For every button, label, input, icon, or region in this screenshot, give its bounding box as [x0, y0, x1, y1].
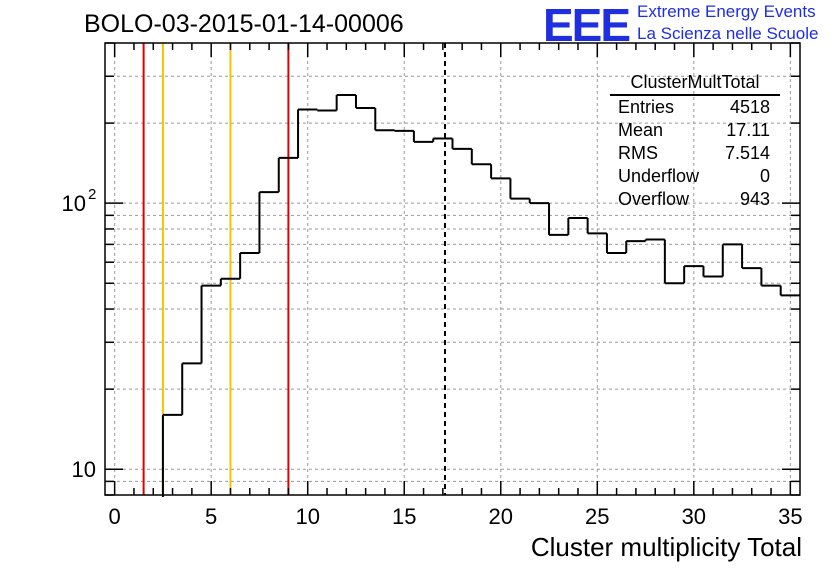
- plot-border: [104, 42, 801, 496]
- chart-title: BOLO-03-2015-01-14-00006: [84, 10, 404, 38]
- stats-row: Underflow 0: [610, 165, 780, 188]
- stats-row: Mean 17.11: [610, 119, 780, 142]
- logo-subtitle-line2: La Scienza nelle Scuole: [637, 24, 819, 43]
- x-tick-label: 35: [778, 504, 802, 529]
- stats-row: Entries 4518: [610, 96, 780, 119]
- stats-label: Entries: [618, 97, 675, 117]
- x-tick-label: 0: [109, 504, 121, 529]
- y-tick-label: 10: [72, 457, 96, 482]
- stats-value: 0: [759, 166, 770, 186]
- x-tick-label: 25: [585, 504, 609, 529]
- x-tick-label: 20: [489, 504, 513, 529]
- stats-value: 4518: [729, 97, 770, 117]
- stats-title: ClusterMultTotal: [610, 70, 780, 96]
- axis-ticks: [105, 42, 800, 496]
- histogram-bars: [161, 94, 800, 497]
- marker-lines: [142, 43, 446, 495]
- plot-frame: [104, 42, 801, 496]
- stats-row: Overflow 943: [610, 188, 780, 211]
- stats-label: RMS: [618, 143, 658, 163]
- stats-value: 943: [739, 189, 770, 209]
- logo-subtitle-line1: Extreme Energy Events: [637, 2, 816, 21]
- stats-label: Mean: [618, 120, 664, 140]
- x-tick-label: 15: [392, 504, 416, 529]
- stats-box: ClusterMultTotal Entries 4518 Mean 17.11 R…: [610, 70, 780, 211]
- x-tick-label: 5: [205, 504, 217, 529]
- x-tick-label: 30: [682, 504, 706, 529]
- y-tick-label: 10: [62, 191, 86, 216]
- x-axis-label: Cluster multiplicity Total: [530, 532, 802, 562]
- stats-label: Overflow: [618, 189, 690, 209]
- stats-label: Underflow: [618, 166, 700, 186]
- stats-row: RMS 7.514: [610, 142, 780, 165]
- stats-value: 17.11: [726, 120, 770, 140]
- y-tick-exponent: 2: [88, 186, 96, 203]
- eee-logo: EEE: [543, 0, 631, 51]
- x-tick-label: 10: [295, 504, 319, 529]
- stats-value: 7.514: [724, 143, 770, 163]
